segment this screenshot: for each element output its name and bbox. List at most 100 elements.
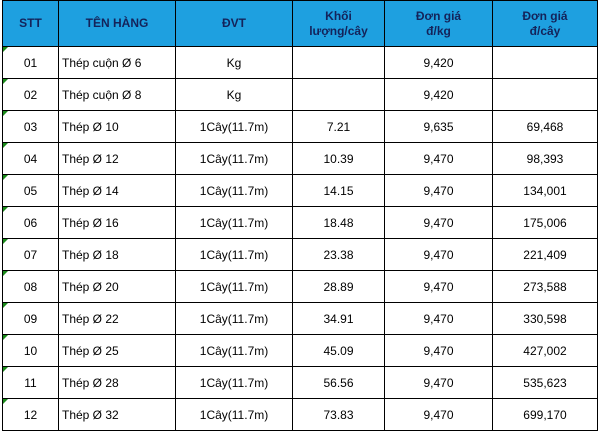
table-cell: 12	[2, 398, 59, 431]
table-row: 09 Thép Ø 22 1Cây(11.7m) 34.91 9,470 330,598	[2, 302, 598, 335]
table-cell: 9,470	[384, 398, 493, 431]
cell-marker	[3, 399, 8, 404]
table-row: 03 Thép Ø 10 1Cây(11.7m) 7.21 9,635 69,468	[2, 110, 598, 143]
cell-text: 01	[23, 55, 38, 70]
table-cell: 1Cây(11.7m)	[175, 174, 293, 207]
table-cell: 7.21	[292, 110, 385, 143]
table-cell: 04	[2, 142, 59, 175]
table-cell: Thép Ø 20	[58, 270, 176, 303]
table-cell: 699,170	[492, 398, 598, 431]
table-cell: 9,470	[384, 270, 493, 303]
cell-text: 9,470	[423, 279, 454, 294]
cell-text: 9,470	[423, 183, 454, 198]
table-cell	[292, 78, 385, 111]
cell-text: 73.83	[323, 407, 354, 422]
header-text: đ/kg	[426, 23, 451, 38]
table-row: 01 Thép cuộn Ø 6 Kg 9,420	[2, 46, 598, 79]
table-body: 01 Thép cuộn Ø 6 Kg 9,420 02 Thép cuộn Ø 8 Kg 9…	[2, 46, 598, 431]
cell-text: 1Cây(11.7m)	[199, 407, 269, 422]
cell-text: Thép Ø 18	[62, 247, 119, 262]
cell-text: 7.21	[326, 119, 351, 134]
cell-text: 273,588	[523, 279, 567, 294]
table-cell: 01	[2, 46, 59, 79]
table-cell: Thép Ø 18	[58, 238, 176, 271]
table-row: 08 Thép Ø 20 1Cây(11.7m) 28.89 9,470 273,588	[2, 270, 598, 303]
cell-text: Kg	[226, 87, 242, 102]
table-row: 10 Thép Ø 25 1Cây(11.7m) 45.09 9,470 427,002	[2, 334, 598, 367]
table-cell: 427,002	[492, 334, 598, 367]
table-cell: 9,470	[384, 174, 493, 207]
table-cell: 56.56	[292, 366, 385, 399]
header-cell: ĐVT	[175, 0, 293, 47]
table-cell: 07	[2, 238, 59, 271]
cell-text: 14.15	[323, 183, 354, 198]
table-cell: Thép Ø 22	[58, 302, 176, 335]
table-cell: Thép Ø 14	[58, 174, 176, 207]
cell-text: 1Cây(11.7m)	[199, 343, 269, 358]
table-cell: 06	[2, 206, 59, 239]
cell-text: 134,001	[523, 183, 567, 198]
cell-marker	[3, 47, 8, 52]
table-row: 05 Thép Ø 14 1Cây(11.7m) 14.15 9,470 134,001	[2, 174, 598, 207]
table-cell: Kg	[175, 78, 293, 111]
cell-text: 9,470	[423, 407, 454, 422]
table-cell: 9,470	[384, 206, 493, 239]
cell-text: Thép Ø 14	[62, 183, 119, 198]
table-cell: 134,001	[492, 174, 598, 207]
table-cell: 1Cây(11.7m)	[175, 110, 293, 143]
cell-text: Thép Ø 10	[62, 119, 119, 134]
table-cell: 08	[2, 270, 59, 303]
header-text: STT	[19, 16, 42, 30]
table-cell: Thép Ø 25	[58, 334, 176, 367]
cell-text: 1Cây(11.7m)	[199, 311, 269, 326]
table-cell	[492, 46, 598, 79]
table-cell: 69,468	[492, 110, 598, 143]
cell-text: 10.39	[323, 151, 354, 166]
table-cell: 273,588	[492, 270, 598, 303]
cell-text: 08	[23, 279, 38, 294]
header-cell: Đơn giá đ/kg	[384, 0, 493, 47]
table-cell: Thép Ø 28	[58, 366, 176, 399]
cell-text: 12	[23, 407, 38, 422]
header-cell: Khối lượng/cây	[292, 0, 385, 47]
cell-text: Thép cuộn Ø 6	[62, 55, 142, 70]
header-text: Đơn giá	[522, 8, 568, 23]
cell-marker	[3, 367, 8, 372]
cell-text: 10	[23, 343, 38, 358]
cell-text: 04	[23, 151, 38, 166]
cell-text: Thép Ø 12	[62, 151, 119, 166]
cell-text: 45.09	[323, 343, 354, 358]
table-cell: 18.48	[292, 206, 385, 239]
table-cell: 9,635	[384, 110, 493, 143]
cell-text: 23.38	[323, 247, 354, 262]
cell-text: 9,420	[423, 87, 454, 102]
header-text: TÊN HÀNG	[85, 16, 149, 30]
table-cell: 98,393	[492, 142, 598, 175]
cell-text: Thép Ø 16	[62, 215, 119, 230]
table-cell: 09	[2, 302, 59, 335]
table-row: 04 Thép Ø 12 1Cây(11.7m) 10.39 9,470 98,393	[2, 142, 598, 175]
table-cell: 9,470	[384, 334, 493, 367]
cell-text: 09	[23, 311, 38, 326]
table-cell: 1Cây(11.7m)	[175, 238, 293, 271]
table-cell: 330,598	[492, 302, 598, 335]
table-cell: 9,470	[384, 302, 493, 335]
header-cell: STT	[2, 0, 59, 47]
cell-marker	[3, 335, 8, 340]
cell-marker	[3, 79, 8, 84]
table-row: 07 Thép Ø 18 1Cây(11.7m) 23.38 9,470 221,409	[2, 238, 598, 271]
table-cell: Thép Ø 10	[58, 110, 176, 143]
cell-marker	[3, 175, 8, 180]
header-text: Đơn giá	[415, 8, 462, 23]
header-cell: Đơn giá đ/cây	[492, 0, 598, 47]
table-cell: 03	[2, 110, 59, 143]
table-cell: 11	[2, 366, 59, 399]
table-cell: 1Cây(11.7m)	[175, 398, 293, 431]
cell-text: 221,409	[523, 247, 567, 262]
table-row: 06 Thép Ø 16 1Cây(11.7m) 18.48 9,470 175,006	[2, 206, 598, 239]
cell-text: 69,468	[526, 119, 564, 134]
cell-text: Thép cuộn Ø 8	[62, 87, 142, 102]
cell-marker	[3, 303, 8, 308]
table-cell: 1Cây(11.7m)	[175, 366, 293, 399]
